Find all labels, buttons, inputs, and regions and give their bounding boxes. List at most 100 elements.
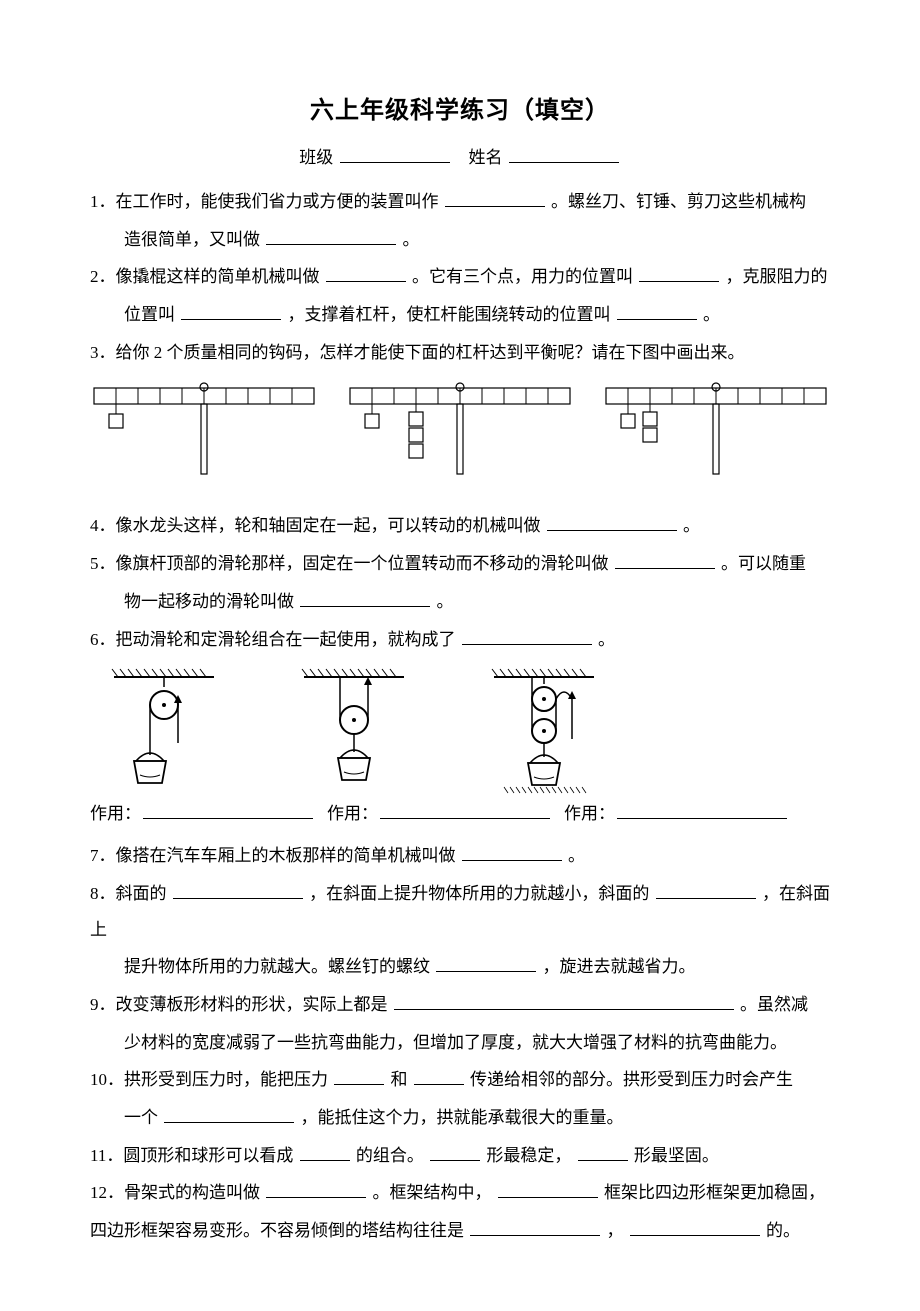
- lever-diagram-1: [90, 380, 318, 490]
- q8-text-b: ，在斜面上提升物体所用的力就越小，斜面的: [309, 884, 649, 903]
- q12-text-a: 12．骨架式的构造叫做: [90, 1183, 260, 1202]
- q11-blank-1[interactable]: [300, 1143, 350, 1161]
- q8-blank-2[interactable]: [656, 881, 756, 899]
- pulley-caption-1: 作用：: [90, 799, 315, 824]
- q11-text-b: 的组合。: [356, 1146, 424, 1165]
- lever-figures: [90, 380, 830, 490]
- q6-blank-1[interactable]: [462, 627, 592, 645]
- q1-blank-1[interactable]: [445, 189, 545, 207]
- q2-text-d: 位置叫: [124, 305, 175, 324]
- q9-blank-1[interactable]: [394, 992, 734, 1010]
- q12-text-f: 的。: [766, 1221, 800, 1240]
- q11-text-a: 11．圆顶形和球形可以看成: [90, 1146, 293, 1165]
- q4-blank-1[interactable]: [547, 514, 677, 532]
- q10-blank-1[interactable]: [334, 1067, 384, 1085]
- q1-blank-2[interactable]: [266, 227, 396, 245]
- class-label: 班级: [299, 148, 333, 167]
- question-4: 4．像水龙头这样，轮和轴固定在一起，可以转动的机械叫做 。: [90, 508, 830, 544]
- question-5-cont: 物一起移动的滑轮叫做 。: [90, 584, 830, 620]
- q5-blank-2[interactable]: [300, 589, 430, 607]
- q10-text-b: 和: [391, 1070, 408, 1089]
- q2-text-f: 。: [703, 305, 720, 324]
- q1-text-c: 造很简单，又叫做: [124, 230, 260, 249]
- q4-text-b: 。: [683, 516, 700, 535]
- question-2: 2．像撬棍这样的简单机械叫做 。它有三个点，用力的位置叫 ，克服阻力的: [90, 259, 830, 295]
- question-12: 12．骨架式的构造叫做 。框架结构中， 框架比四边形框架更加稳固，: [90, 1175, 830, 1211]
- question-11: 11．圆顶形和球形可以看成 的组合。 形最稳定， 形最坚固。: [90, 1138, 830, 1174]
- question-6: 6．把动滑轮和定滑轮组合在一起使用，就构成了 。: [90, 622, 830, 658]
- q2-blank-3[interactable]: [181, 302, 281, 320]
- q7-text-b: 。: [568, 846, 585, 865]
- question-2-cont: 位置叫 ，支撑着杠杆，使杠杆能围绕转动的位置叫 。: [90, 297, 830, 333]
- q8-blank-1[interactable]: [173, 881, 303, 899]
- question-12-cont: 四边形框架容易变形。不容易倾倒的塔结构往往是 ， 的。: [90, 1213, 830, 1249]
- q1-text-a: 1．在工作时，能使我们省力或方便的装置叫作: [90, 192, 439, 211]
- q7-blank-1[interactable]: [462, 843, 562, 861]
- q6-text-b: 。: [598, 630, 615, 649]
- q2-blank-4[interactable]: [617, 302, 697, 320]
- q10-blank-3[interactable]: [164, 1105, 294, 1123]
- meta-row: 班级 姓名: [90, 143, 830, 168]
- q12-blank-4[interactable]: [630, 1218, 760, 1236]
- q10-blank-2[interactable]: [414, 1067, 464, 1085]
- caption-label: 作用：: [327, 799, 378, 824]
- name-blank[interactable]: [509, 145, 619, 163]
- q12-text-b: 。框架结构中，: [373, 1183, 492, 1202]
- q11-blank-3[interactable]: [578, 1143, 628, 1161]
- q12-text-e: ，: [607, 1221, 624, 1240]
- q12-text-c: 框架比四边形框架更加稳固，: [604, 1183, 825, 1202]
- q8-blank-3[interactable]: [436, 954, 536, 972]
- q9-text-b: 。虽然减: [740, 995, 808, 1014]
- question-8-cont: 提升物体所用的力就越大。螺丝钉的螺纹 ，旋进去就越省力。: [90, 949, 830, 985]
- pulley-figures: [90, 665, 830, 795]
- pulley-col-2: [284, 665, 424, 795]
- lever-wrap-3: [602, 380, 830, 490]
- question-1: 1．在工作时，能使我们省力或方便的装置叫作 。螺丝刀、钉锤、剪刀这些机械构: [90, 184, 830, 220]
- q11-text-d: 形最坚固。: [634, 1146, 719, 1165]
- q8-text-a: 8．斜面的: [90, 884, 167, 903]
- q2-text-b: 。它有三个点，用力的位置叫: [412, 267, 633, 286]
- caption-label: 作用：: [564, 799, 615, 824]
- lever-wrap-2: [346, 380, 574, 490]
- pulley-blank-1[interactable]: [143, 801, 313, 819]
- q12-blank-2[interactable]: [498, 1181, 598, 1199]
- q5-text-a: 5．像旗杆顶部的滑轮那样，固定在一个位置转动而不移动的滑轮叫做: [90, 554, 609, 573]
- q2-text-e: ，支撑着杠杆，使杠杆能围绕转动的位置叫: [288, 305, 611, 324]
- question-7: 7．像搭在汽车车厢上的木板那样的简单机械叫做 。: [90, 838, 830, 874]
- q12-blank-3[interactable]: [470, 1218, 600, 1236]
- question-1-cont: 造很简单，又叫做 。: [90, 222, 830, 258]
- pulley-blank-2[interactable]: [380, 801, 550, 819]
- q2-text-a: 2．像撬棍这样的简单机械叫做: [90, 267, 320, 286]
- q5-blank-1[interactable]: [615, 551, 715, 569]
- lever-wrap-1: [90, 380, 318, 490]
- q5-text-d: 。: [437, 592, 454, 611]
- q2-blank-2[interactable]: [639, 265, 719, 283]
- pulley-diagram-3: [474, 665, 614, 795]
- q10-text-e: ，能抵住这个力，拱就能承载很大的重量。: [301, 1108, 624, 1127]
- question-9-cont: 少材料的宽度减弱了一些抗弯曲能力，但增加了厚度，就大大增强了材料的抗弯曲能力。: [90, 1025, 830, 1061]
- page-title: 六上年级科学练习（填空）: [90, 90, 830, 125]
- name-label: 姓名: [469, 148, 503, 167]
- q9-text-c: 少材料的宽度减弱了一些抗弯曲能力，但增加了厚度，就大大增强了材料的抗弯曲能力。: [124, 1033, 787, 1052]
- q12-text-d: 四边形框架容易变形。不容易倾倒的塔结构往往是: [90, 1221, 464, 1240]
- q1-text-b: 。螺丝刀、钉锤、剪刀这些机械构: [551, 192, 806, 211]
- q10-text-c: 传递给相邻的部分。拱形受到压力时会产生: [470, 1070, 793, 1089]
- pulley-diagram-1: [94, 665, 234, 795]
- caption-label: 作用：: [90, 799, 141, 824]
- worksheet-page: 六上年级科学练习（填空） 班级 姓名 1．在工作时，能使我们省力或方便的装置叫作…: [0, 0, 920, 1311]
- pulley-col-1: [94, 665, 234, 795]
- class-blank[interactable]: [340, 145, 450, 163]
- q12-blank-1[interactable]: [266, 1181, 366, 1199]
- q2-blank-1[interactable]: [326, 265, 406, 283]
- q11-blank-2[interactable]: [430, 1143, 480, 1161]
- q2-text-c: ，克服阻力的: [726, 267, 828, 286]
- pulley-caption-3: 作用：: [564, 799, 789, 824]
- pulley-blank-3[interactable]: [617, 801, 787, 819]
- question-5: 5．像旗杆顶部的滑轮那样，固定在一个位置转动而不移动的滑轮叫做 。可以随重: [90, 546, 830, 582]
- q8-text-e: ，旋进去就越省力。: [543, 957, 696, 976]
- q6-text-a: 6．把动滑轮和定滑轮组合在一起使用，就构成了: [90, 630, 456, 649]
- q4-text-a: 4．像水龙头这样，轮和轴固定在一起，可以转动的机械叫做: [90, 516, 541, 535]
- question-3: 3．给你 2 个质量相同的钩码，怎样才能使下面的杠杆达到平衡呢？请在下图中画出来…: [90, 335, 830, 371]
- q10-text-a: 10．拱形受到压力时，能把压力: [90, 1070, 328, 1089]
- pulley-caption-2: 作用：: [327, 799, 552, 824]
